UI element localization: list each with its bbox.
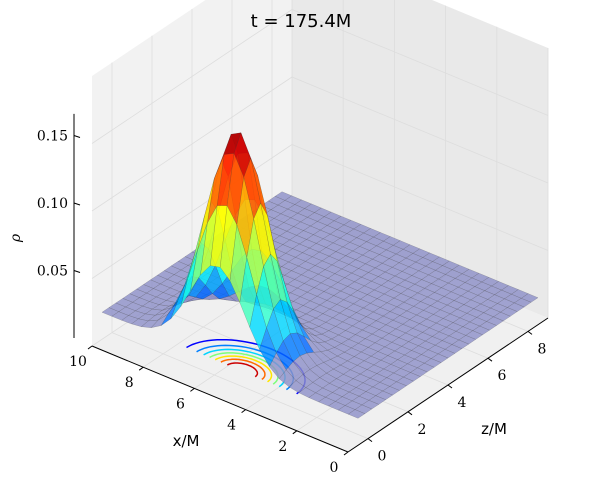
contour-line xyxy=(220,358,266,381)
z-tick-mark xyxy=(73,135,81,138)
y-tick-label: 6 xyxy=(498,368,507,384)
x-tick-label: 0 xyxy=(330,460,339,476)
grid-line xyxy=(91,144,549,279)
y-tick-mark xyxy=(527,330,533,335)
x-axis-line xyxy=(91,345,349,453)
y-tick-mark xyxy=(407,411,413,416)
x-tick-mark xyxy=(343,451,349,456)
x-tick-mark xyxy=(190,387,195,392)
z-tick-label: 0.10 xyxy=(37,196,68,212)
x-tick-label: 4 xyxy=(227,418,236,434)
contour-line xyxy=(214,355,273,383)
x-tick-mark xyxy=(138,366,144,371)
y-axis-label: z/M xyxy=(481,420,507,438)
y-tick-mark xyxy=(367,438,373,443)
x-tick-mark xyxy=(292,430,298,435)
y-tick-label: 8 xyxy=(538,341,547,357)
x-tick-label: 8 xyxy=(125,375,134,391)
y-tick-mark xyxy=(447,384,453,389)
grid-line xyxy=(91,9,549,144)
surface-cell xyxy=(347,409,366,419)
z-tick-label: 0.15 xyxy=(37,129,68,145)
y-tick-label: 0 xyxy=(378,449,387,465)
y-tick-label: 4 xyxy=(458,395,467,411)
y-tick-mark xyxy=(487,357,493,362)
x-tick-label: 6 xyxy=(176,396,185,412)
z-axis-label: ρ xyxy=(8,233,24,243)
x-axis-label: x/M xyxy=(173,432,200,450)
chart-title: t = 175.4M xyxy=(251,11,352,32)
z-tick-mark xyxy=(73,202,81,206)
grid-line xyxy=(91,76,549,212)
x-tick-label: 10 xyxy=(69,354,87,370)
x-tick-mark xyxy=(87,345,93,350)
rho-surface xyxy=(101,132,539,419)
x-tick-label: 2 xyxy=(278,439,287,455)
x-tick-mark xyxy=(241,409,246,414)
tick-labels: 0 2 4 6 8 10 0 2 4 6 8 0.05 0.10 0.15 xyxy=(37,129,547,477)
z-tick-label: 0.05 xyxy=(37,264,68,280)
z-tick-mark xyxy=(73,270,81,273)
y-tick-label: 2 xyxy=(418,422,427,438)
grid-line xyxy=(111,62,369,439)
contour-line xyxy=(226,362,259,378)
